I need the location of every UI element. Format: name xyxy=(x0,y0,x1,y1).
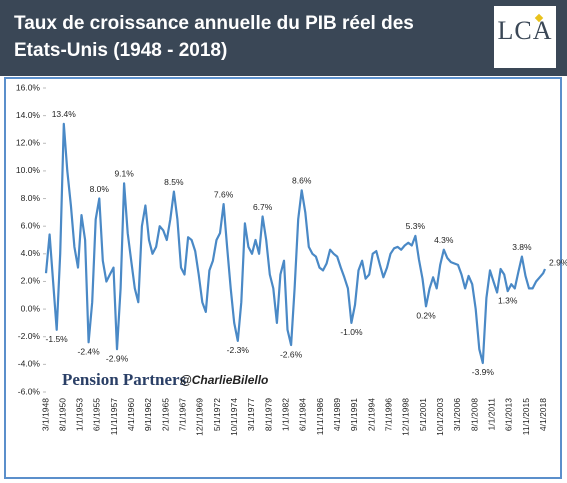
x-tick-label: 6/1/1984 xyxy=(298,398,308,431)
data-label: -2.6% xyxy=(280,349,303,359)
x-tick-label: 8/1/2008 xyxy=(469,398,479,431)
x-tick-label: 10/1/2003 xyxy=(435,398,445,436)
data-label: 8.6% xyxy=(292,176,312,186)
y-tick-label: 6.0% xyxy=(21,220,41,230)
x-tick-label: 2/1/1965 xyxy=(160,398,170,431)
x-tick-label: 9/1/1991 xyxy=(349,398,359,431)
x-tick-label: 9/1/1962 xyxy=(143,398,153,431)
x-tick-label: 5/1/1972 xyxy=(212,398,222,431)
data-label: 6.7% xyxy=(253,202,273,212)
header: Taux de croissance annuelle du PIB réel … xyxy=(0,0,567,76)
data-label: 2.9% xyxy=(549,257,567,267)
x-tick-label: 4/1/1989 xyxy=(332,398,342,431)
x-tick-label: 11/1/1957 xyxy=(109,398,119,435)
x-tick-label: 6/1/2013 xyxy=(504,398,514,431)
y-tick-label: 2.0% xyxy=(21,276,41,286)
y-tick-label: 8.0% xyxy=(21,193,41,203)
x-tick-label: 3/1/1977 xyxy=(246,398,256,431)
x-tick-label: 11/1/2015 xyxy=(521,398,531,435)
y-tick-label: 12.0% xyxy=(16,138,41,148)
x-tick-label: 1/1/1953 xyxy=(75,398,85,431)
x-tick-label: 10/1/1974 xyxy=(229,398,239,436)
data-label: 4.3% xyxy=(434,235,454,245)
x-tick-label: 8/1/1979 xyxy=(263,398,273,431)
x-tick-label: 12/1/1998 xyxy=(401,398,411,436)
data-label: 9.1% xyxy=(114,169,134,179)
y-tick-label: -2.0% xyxy=(18,331,41,341)
x-tick-label: 1/1/2011 xyxy=(487,398,497,431)
x-tick-label: 6/1/1955 xyxy=(92,398,102,431)
data-label: 7.6% xyxy=(214,189,234,199)
chart-frame xyxy=(4,77,562,479)
line xyxy=(44,122,547,365)
y-tick-label: -4.0% xyxy=(18,359,41,369)
y-tick-label: -6.0% xyxy=(18,386,41,396)
x-tick-label: 4/1/1960 xyxy=(126,398,136,431)
data-label: 1.3% xyxy=(498,295,518,305)
data-label: -2.4% xyxy=(78,347,101,357)
data-label: -1.5% xyxy=(46,334,69,344)
data-label: -2.3% xyxy=(227,345,250,355)
x-tick-label: 7/1/1967 xyxy=(178,398,188,431)
data-label: 0.2% xyxy=(416,311,436,321)
y-tick-label: 10.0% xyxy=(16,165,41,175)
x-tick-label: 7/1/1996 xyxy=(384,398,394,431)
x-tick-label: 3/1/1948 xyxy=(40,398,50,431)
x-tick-label: 4/1/2018 xyxy=(538,398,548,431)
x-tick-label: 11/1/1986 xyxy=(315,398,325,435)
x-tick-label: 5/1/2001 xyxy=(418,398,428,431)
x-tick-label: 3/1/2006 xyxy=(452,398,462,431)
x-tick-label: 1/1/1982 xyxy=(281,398,291,431)
y-tick-label: 0.0% xyxy=(21,303,41,313)
y-tick-label: 14.0% xyxy=(16,110,41,120)
x-tick-label: 12/1/1969 xyxy=(195,398,205,436)
logo: LCA xyxy=(494,6,556,68)
x-tick-label: 8/1/1950 xyxy=(57,398,67,431)
data-label: 3.8% xyxy=(512,242,532,252)
y-tick-label: 16.0% xyxy=(16,82,41,92)
data-label: 8.5% xyxy=(164,177,184,187)
watermark: @CharlieBilello xyxy=(180,373,268,387)
x-tick-label: 2/1/1994 xyxy=(366,398,376,431)
data-label: -2.9% xyxy=(106,353,129,363)
data-label: -1.0% xyxy=(340,327,363,337)
data-label: 5.3% xyxy=(406,221,426,231)
y-tick-label: 4.0% xyxy=(21,248,41,258)
data-label: -3.9% xyxy=(472,367,495,377)
chart-title: Taux de croissance annuelle du PIB réel … xyxy=(14,13,414,61)
watermark: Pension Partners xyxy=(62,370,187,389)
data-label: 8.0% xyxy=(90,184,110,194)
data-label: 13.4% xyxy=(52,109,77,119)
